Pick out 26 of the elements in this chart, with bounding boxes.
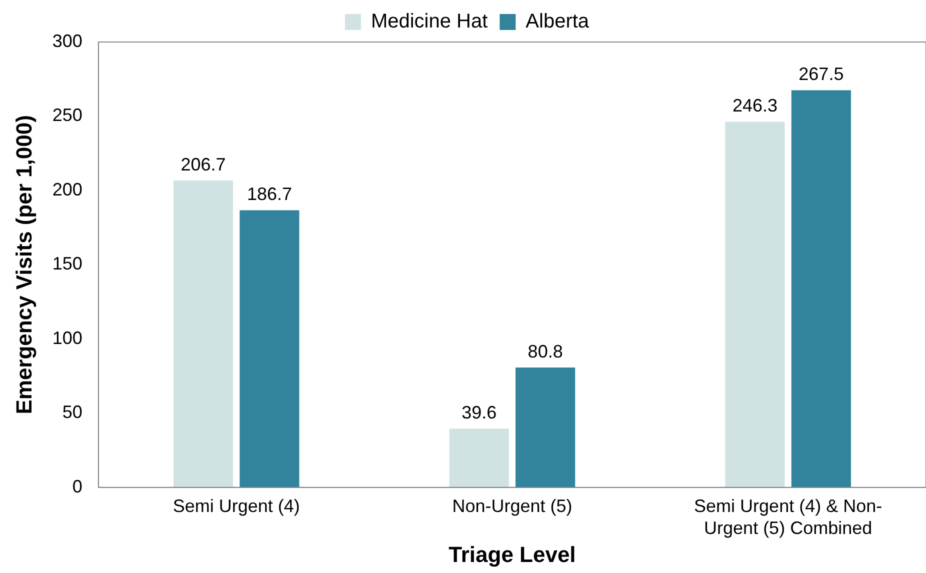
y-tick-label: 50 — [62, 402, 82, 422]
bar — [240, 210, 300, 488]
y-tick-label: 250 — [52, 105, 82, 126]
data-label: 246.3 — [732, 96, 778, 116]
data-label: 267.5 — [798, 64, 844, 84]
data-label: 80.8 — [528, 341, 563, 362]
y-tick-label: 200 — [52, 179, 82, 200]
x-tick-label: Semi Urgent (4) — [172, 496, 300, 516]
x-tick-label: Non-Urgent (5) — [452, 496, 572, 516]
bar — [173, 180, 234, 488]
bar — [449, 428, 509, 488]
legend-label: Medicine Hat — [370, 10, 488, 33]
bar — [791, 90, 851, 488]
x-tick-label: Semi Urgent (4) & Non-Urgent (5) Combined — [694, 496, 882, 538]
bar — [516, 367, 576, 488]
x-axis-title: Triage Level — [448, 542, 576, 567]
y-axis-title: Emergency Visits (per 1,000) — [11, 115, 36, 414]
data-label: 206.7 — [180, 154, 226, 174]
data-label: 39.6 — [462, 402, 497, 423]
y-tick-label: 0 — [72, 476, 82, 496]
y-tick-label: 300 — [52, 30, 82, 51]
bar — [725, 122, 785, 488]
data-label: 186.7 — [246, 184, 292, 204]
y-tick-label: 150 — [52, 254, 82, 274]
y-tick-label: 100 — [52, 328, 82, 348]
legend-label: Alberta — [526, 10, 590, 33]
